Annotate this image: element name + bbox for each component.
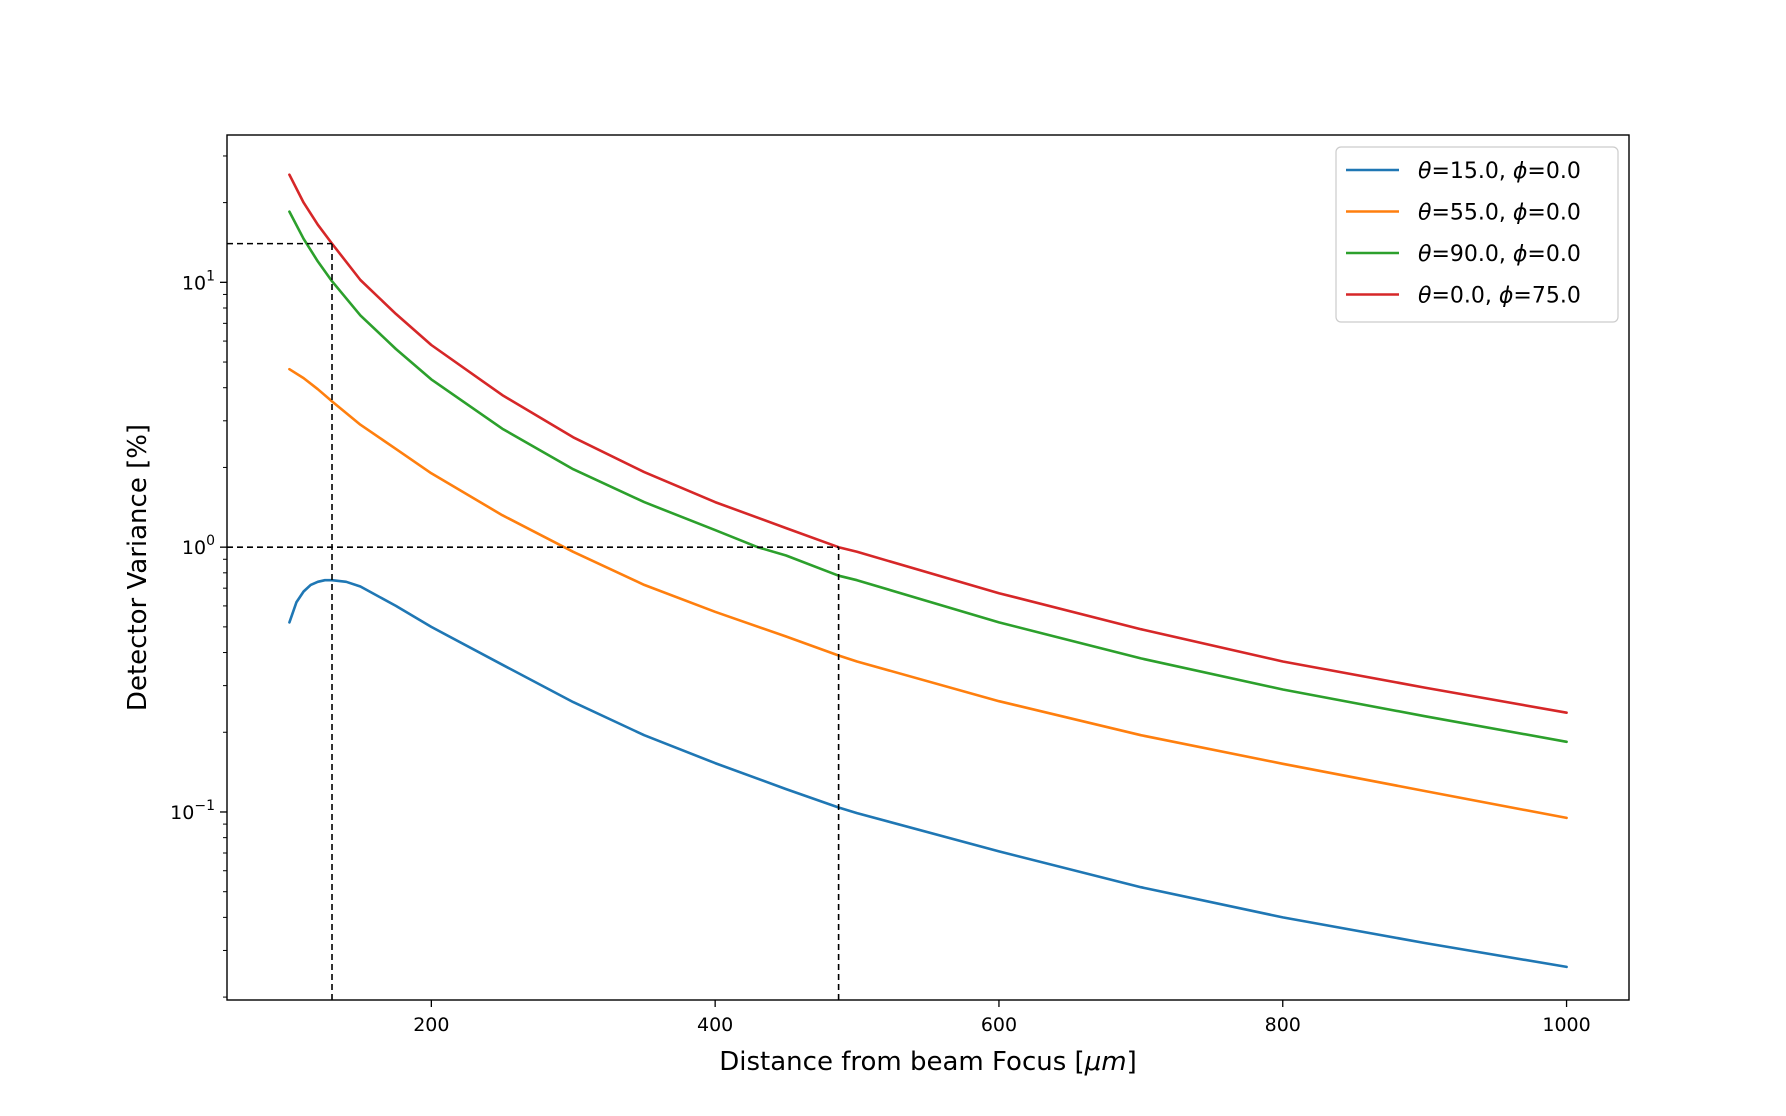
series-line-2 <box>288 367 1568 820</box>
x-tick-label-400: 400 <box>697 1014 733 1036</box>
y-tick-label-base: 10 <box>182 537 206 559</box>
x-tick-label-800: 800 <box>1265 1014 1301 1036</box>
legend-label-part: θ <box>1418 242 1432 267</box>
x-tick-label-1000: 1000 <box>1542 1014 1590 1036</box>
legend-label-part: =75.0 <box>1513 284 1580 309</box>
x-tick-label-200: 200 <box>413 1014 449 1036</box>
x-tick-label-600: 600 <box>981 1014 1017 1036</box>
legend-label-part: =55.0, <box>1431 201 1512 226</box>
legend-label-part: =90.0, <box>1431 242 1512 267</box>
legend-label-1: θ=15.0, ϕ=0.0 <box>1418 159 1581 184</box>
y-tick-label-exponent: 1 <box>206 268 215 284</box>
legend-label-3: θ=90.0, ϕ=0.0 <box>1418 242 1581 267</box>
legend-label-part: =0.0 <box>1527 201 1580 226</box>
x-axis-title-close: ] <box>1127 1047 1137 1077</box>
y-tick-label-exponent: −1 <box>194 798 215 814</box>
plot-area-frame <box>226 134 1630 1001</box>
y-tick-label-exponent: 0 <box>206 533 215 549</box>
series-line-3 <box>288 210 1568 744</box>
legend-label-part: θ <box>1418 284 1432 309</box>
y-axis-title: Detector Variance [%] <box>123 424 153 711</box>
y-tick-label: 101 <box>182 268 215 294</box>
legend-box <box>1335 146 1619 323</box>
legend-label-part: ϕ <box>1513 242 1528 267</box>
y-tick-label: 100 <box>182 533 215 559</box>
legend-label-part: =0.0 <box>1527 242 1580 267</box>
legend-label-2: θ=55.0, ϕ=0.0 <box>1418 201 1581 226</box>
legend-label-part: ϕ <box>1499 284 1514 309</box>
y-tick-label-base: 10 <box>182 272 206 294</box>
series-line-1 <box>288 578 1568 969</box>
legend: θ=15.0, ϕ=0.0θ=55.0, ϕ=0.0θ=90.0, ϕ=0.0θ… <box>1335 146 1619 323</box>
legend-label-part: ϕ <box>1513 201 1528 226</box>
x-axis-title-text: Distance from beam Focus [ <box>719 1047 1084 1077</box>
y-tick-label-base: 10 <box>170 802 194 824</box>
x-axis-title-unit: μm <box>1084 1047 1127 1077</box>
x-axis-title: Distance from beam Focus [μm] <box>719 1047 1136 1077</box>
legend-label-part: =0.0 <box>1527 159 1580 184</box>
y-tick-label: 10−1 <box>170 798 215 824</box>
legend-label-part: =0.0, <box>1431 284 1498 309</box>
legend-label-part: θ <box>1418 201 1432 226</box>
legend-label-part: θ <box>1418 159 1432 184</box>
legend-label-4: θ=0.0, ϕ=75.0 <box>1418 284 1581 309</box>
legend-label-part: =15.0, <box>1431 159 1512 184</box>
legend-label-part: ϕ <box>1513 159 1528 184</box>
